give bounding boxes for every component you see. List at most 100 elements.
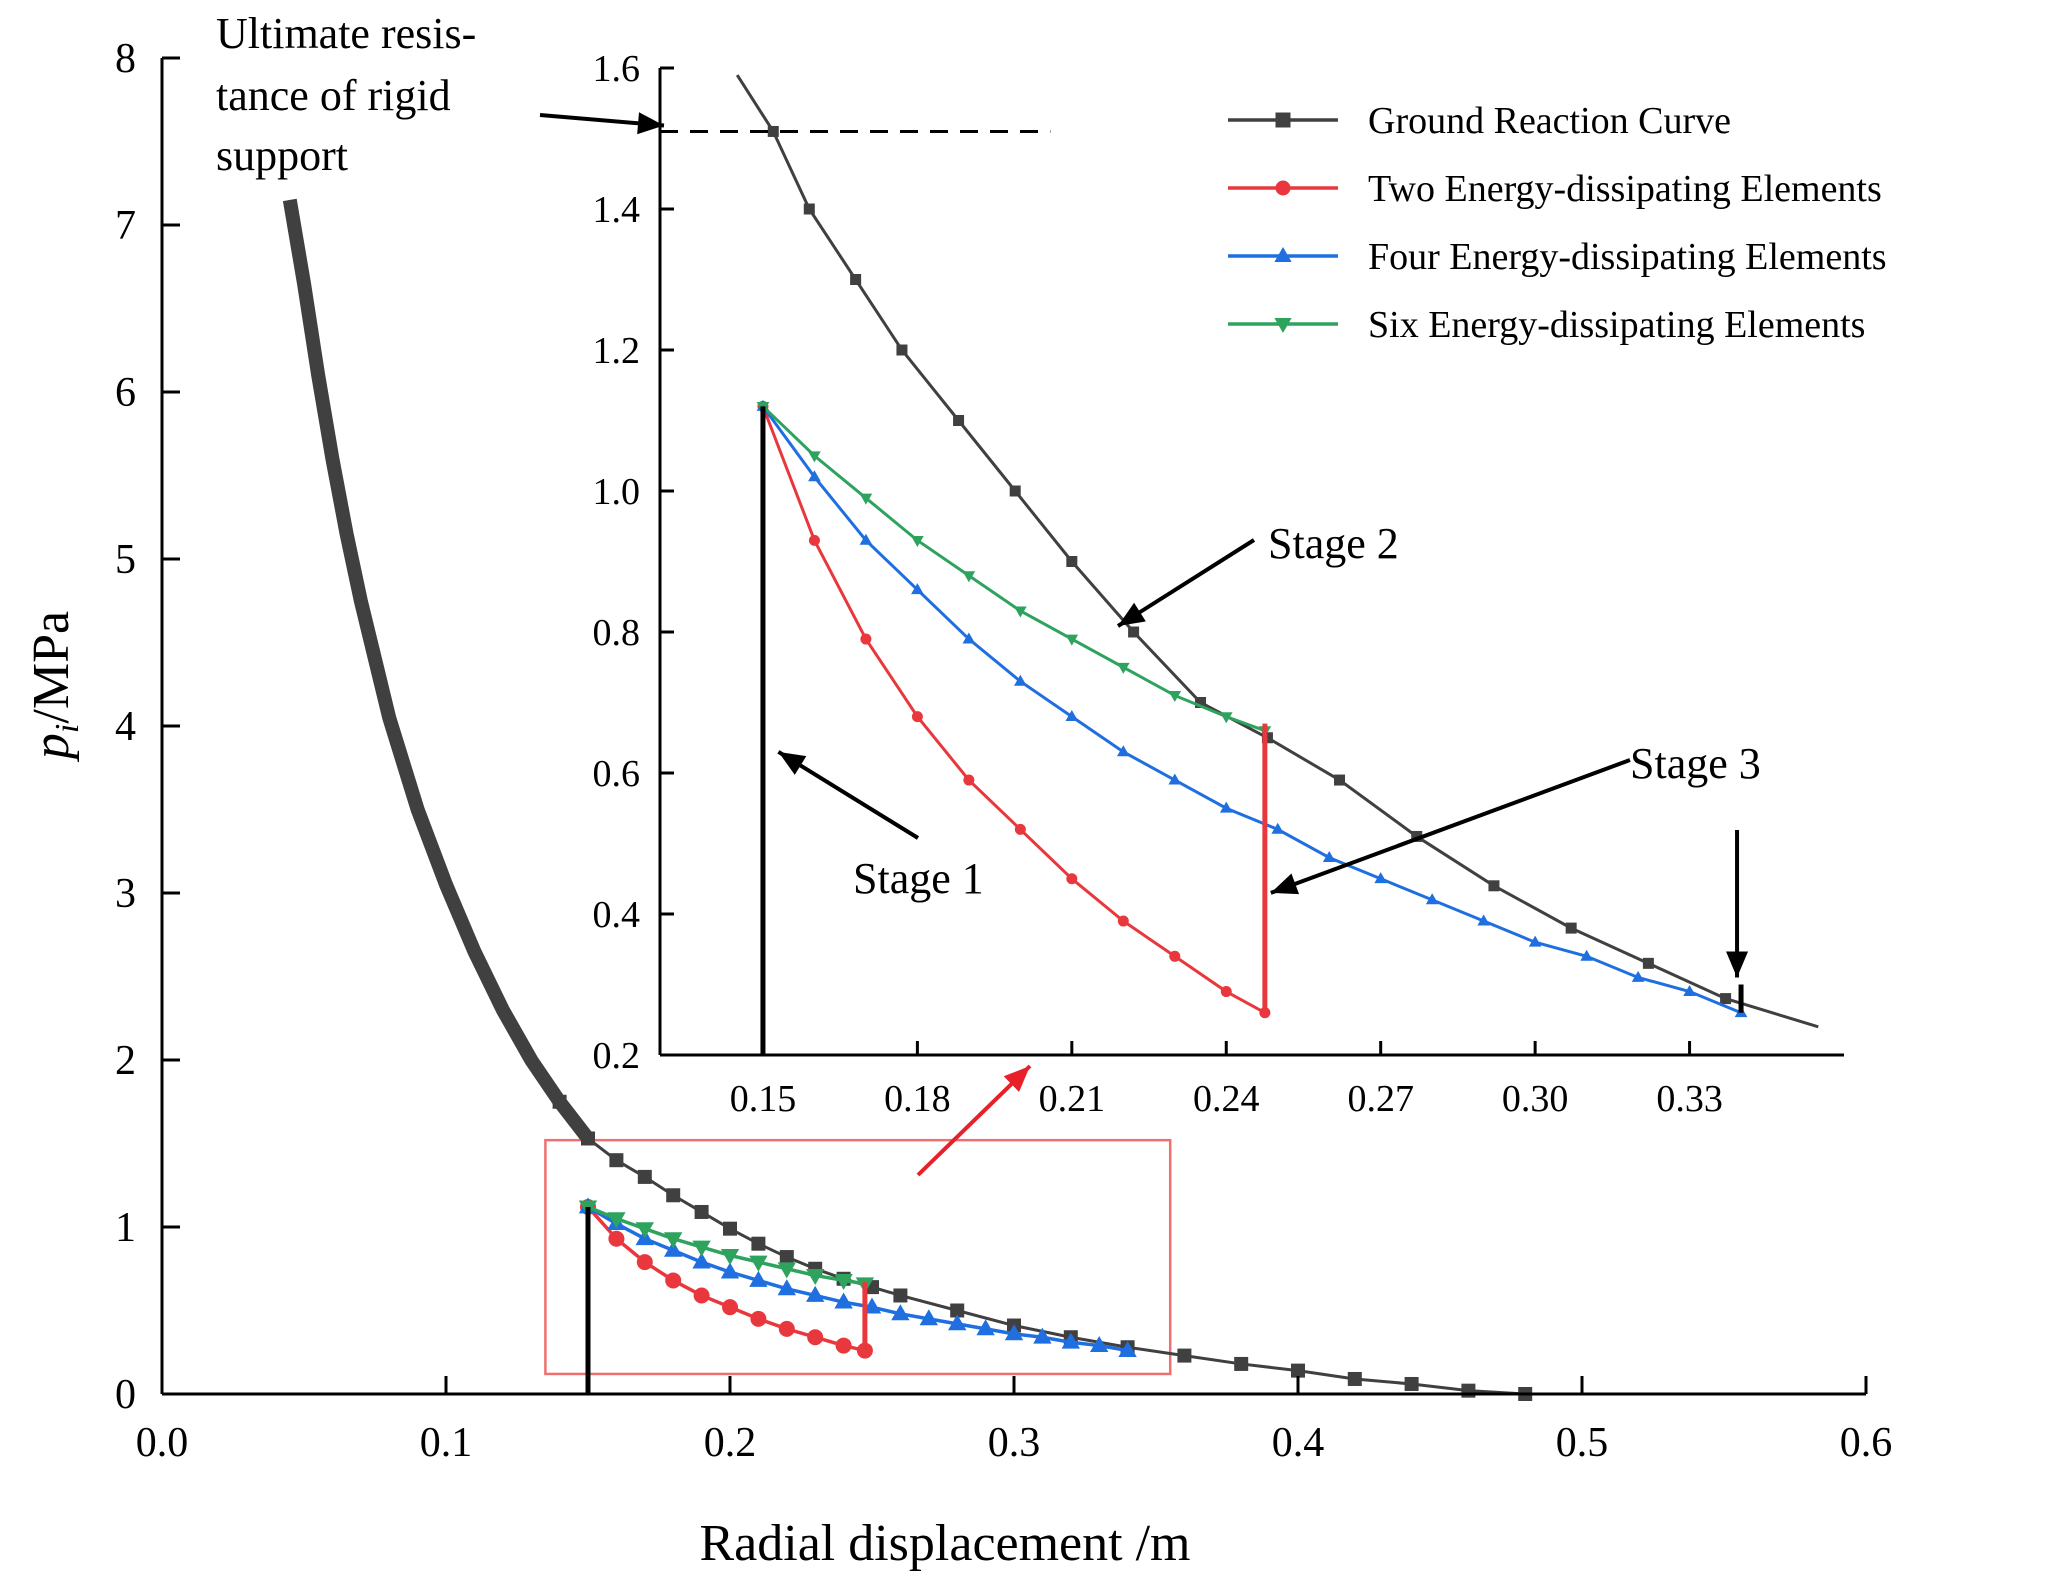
main-point-two-energy-dissipating-elements	[608, 1230, 625, 1247]
main-point-four-energy-dissipating-elements	[1033, 1327, 1052, 1344]
main-x-tick-label: 0.4	[1272, 1420, 1325, 1466]
inset-point-four-energy-dissipating-elements	[1631, 970, 1645, 982]
main-point-four-energy-dissipating-elements	[834, 1292, 853, 1309]
annotation-rigid-support-line2: tance of rigid	[216, 71, 451, 120]
annotation-arrows	[539, 112, 1749, 1177]
inset-y-tick-label: 0.4	[593, 894, 641, 936]
inset-point-two-energy-dissipating-elements	[1169, 950, 1181, 962]
inset-point-six-energy-dissipating-elements	[1065, 634, 1079, 646]
main-point-six-energy-dissipating-elements	[806, 1269, 825, 1286]
inset-point-two-energy-dissipating-elements	[1220, 986, 1232, 998]
y-axis-title: pi/MPa	[23, 611, 86, 763]
main-point-four-energy-dissipating-elements	[919, 1309, 938, 1326]
main-point-two-energy-dissipating-elements	[693, 1287, 710, 1304]
legend-swatch-marker	[1275, 112, 1291, 128]
legend-entry-two-energy-dissipating-elements: Two Energy-dissipating Elements	[1228, 168, 1882, 210]
inset-point-two-energy-dissipating-elements	[1066, 873, 1078, 885]
inset-point-four-energy-dissipating-elements	[962, 632, 976, 644]
inset-x-tick-label: 0.33	[1656, 1078, 1723, 1120]
inset-point-two-energy-dissipating-elements	[808, 534, 820, 546]
inset-point-ground-reaction-curve	[1009, 485, 1021, 497]
main-point-four-energy-dissipating-elements	[1004, 1324, 1024, 1341]
main-point-two-energy-dissipating-elements	[807, 1329, 824, 1346]
inset-point-four-energy-dissipating-elements	[911, 583, 924, 595]
arrow-stage-3-end-head	[1726, 951, 1749, 978]
y-axis-title-unit: /MPa	[23, 611, 80, 724]
inset-point-ground-reaction-curve	[1261, 732, 1273, 744]
main-point-six-energy-dissipating-elements	[607, 1212, 626, 1229]
inset-point-four-energy-dissipating-elements	[1425, 893, 1439, 905]
main-dense-markers	[282, 198, 594, 1143]
main-point-six-energy-dissipating-elements	[749, 1255, 768, 1272]
arrow-rigid-support	[539, 112, 665, 135]
annotation-stage-1: Stage 1	[853, 854, 984, 903]
inset-point-ground-reaction-curve	[1334, 774, 1346, 786]
inset-point-six-energy-dissipating-elements	[859, 493, 873, 505]
x-axis-title: Radial displacement /m	[700, 1515, 1191, 1572]
legend-entry-six-energy-dissipating-elements: Six Energy-dissipating Elements	[1228, 304, 1865, 346]
inset-point-six-energy-dissipating-elements	[962, 571, 976, 583]
main-point-six-energy-dissipating-elements	[664, 1232, 683, 1249]
legend-swatch-marker	[1275, 180, 1291, 196]
main-point-four-energy-dissipating-elements	[976, 1319, 995, 1336]
inset-point-four-energy-dissipating-elements	[1168, 773, 1182, 785]
inset-point-ground-reaction-curve	[1720, 993, 1732, 1005]
arrow-stage-3	[1270, 758, 1631, 895]
inset-point-six-energy-dissipating-elements	[1014, 606, 1027, 618]
legend-entry-ground-reaction-curve: Ground Reaction Curve	[1228, 100, 1731, 142]
main-point-two-energy-dissipating-elements	[665, 1272, 682, 1289]
annotation-rigid-support: Ultimate resis- tance of rigid support	[216, 9, 476, 180]
main-point-four-energy-dissipating-elements	[720, 1262, 740, 1279]
main-axes: 0.0 0.1 0.2 0.3 0.4 0.5 0.6 0 1 2 3 4 5 6 7 8	[115, 36, 1892, 1466]
main-point-six-energy-dissipating-elements	[720, 1248, 740, 1265]
inset-line-ground-reaction-curve	[735, 74, 1819, 1029]
inset-point-four-energy-dissipating-elements	[1065, 710, 1079, 721]
inset-point-four-energy-dissipating-elements	[1322, 851, 1336, 862]
inset-point-ground-reaction-curve	[1642, 957, 1654, 969]
inset-y-tick-label: 1.6	[593, 48, 641, 90]
y-axis-title-symbol: p	[23, 733, 80, 763]
inset-y-tick-label: 0.6	[593, 753, 641, 795]
main-point-ground-reaction-curve	[893, 1288, 908, 1303]
y-axis-title-subscript: i	[49, 724, 86, 733]
inset-point-six-energy-dissipating-elements	[911, 535, 924, 547]
main-point-six-energy-dissipating-elements	[834, 1274, 853, 1291]
inset-point-ground-reaction-curve	[1565, 922, 1577, 934]
inset-axes: 0.15 0.18 0.21 0.24 0.27 0.30 0.33 0.2 0.4 0.6 0.8…	[593, 48, 1844, 1120]
inset-point-four-energy-dissipating-elements	[1271, 822, 1285, 834]
main-point-six-energy-dissipating-elements	[777, 1262, 796, 1279]
main-point-two-energy-dissipating-elements	[636, 1254, 653, 1271]
arrow-stage-1	[777, 750, 920, 840]
main-point-ground-reaction-curve	[1461, 1383, 1476, 1398]
main-point-four-energy-dissipating-elements	[1090, 1335, 1109, 1352]
arrow-zoom-inset	[916, 1064, 1032, 1177]
legend-entry-four-energy-dissipating-elements: Four Energy-dissipating Elements	[1228, 236, 1887, 278]
main-point-four-energy-dissipating-elements	[664, 1240, 683, 1257]
inset-point-six-energy-dissipating-elements	[1116, 662, 1130, 674]
inset-y-tick-label: 1.0	[593, 471, 641, 513]
inset-point-ground-reaction-curve	[1195, 697, 1207, 708]
inset-point-ground-reaction-curve	[1411, 830, 1423, 842]
main-series-six-energy-dissipating-elements	[578, 1200, 875, 1294]
main-point-ground-reaction-curve	[751, 1236, 766, 1251]
inset-point-four-energy-dissipating-elements	[1014, 674, 1027, 686]
inset-series-ground-reaction-curve	[735, 74, 1819, 1029]
inset-point-two-energy-dissipating-elements	[911, 711, 923, 723]
arrow-stage-2-head	[1118, 602, 1146, 626]
inset-point-ground-reaction-curve	[767, 125, 779, 137]
inset-x-tick-label: 0.27	[1347, 1078, 1414, 1120]
inset-x-tick-label: 0.30	[1502, 1078, 1569, 1120]
arrow-stage-2	[1116, 538, 1256, 628]
main-y-tick-label: 5	[115, 537, 136, 583]
arrow-stage-2-shaft	[1116, 538, 1256, 628]
inset-point-ground-reaction-curve	[803, 203, 815, 215]
main-point-six-energy-dissipating-elements	[692, 1240, 711, 1257]
main-x-tick-label: 0.3	[988, 1420, 1041, 1466]
main-point-ground-reaction-curve	[609, 1153, 624, 1168]
main-point-ground-reaction-curve	[1404, 1376, 1419, 1391]
annotation-stage-3: Stage 3	[1630, 739, 1761, 788]
arrow-zoom-inset-head	[1003, 1066, 1030, 1093]
main-y-tick-label: 8	[115, 36, 136, 82]
inset-y-tick-label: 0.2	[593, 1035, 641, 1077]
